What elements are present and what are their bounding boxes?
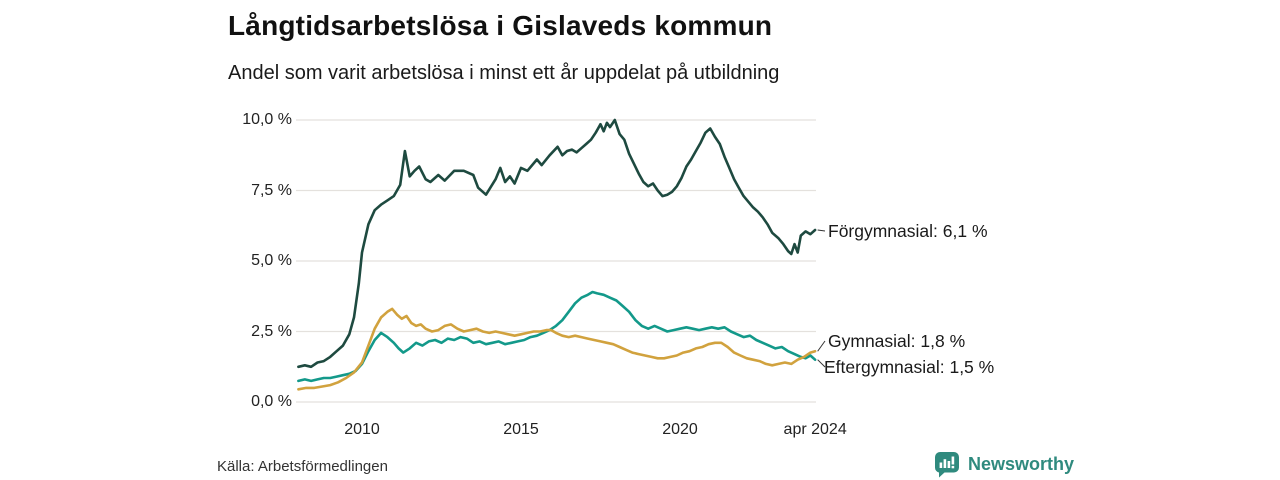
label-leader-line	[817, 340, 826, 352]
x-axis-tick-label: 2010	[344, 421, 380, 438]
x-axis-tick-label: apr 2024	[783, 421, 847, 438]
series-line-gymnasial	[297, 307, 817, 391]
series-line-frgymnasial	[297, 118, 817, 369]
x-axis-tick-label: 2015	[503, 421, 539, 438]
y-axis-tick-label: 10,0 %	[242, 111, 292, 128]
y-axis-tick-label: 7,5 %	[251, 181, 292, 199]
label-leader-line	[817, 359, 826, 368]
series-label-eftergymnasial: Eftergymnasial: 1,5 %	[824, 357, 995, 377]
y-axis-tick-label: 0,0 %	[251, 393, 292, 410]
y-axis-tick-label: 5,0 %	[251, 252, 292, 269]
y-axis-tick-label: 2,5 %	[251, 322, 292, 340]
chart-subtitle: Andel som varit arbetslösa i minst ett å…	[228, 62, 780, 84]
newsworthy-bar-chart-bubble-icon	[935, 452, 959, 478]
page-title: Långtidsarbetslösa i Gislaveds kommun	[228, 10, 773, 41]
series-label-gymnasial: Gymnasial: 1,8 %	[828, 331, 966, 351]
series-line-eftergymnasial	[297, 290, 817, 383]
label-leader-line	[817, 229, 826, 232]
source-note: Källa: Arbetsförmedlingen	[217, 458, 388, 475]
brand-name: Newsworthy	[968, 454, 1075, 474]
series-label-forgymnasial: Förgymnasial: 6,1 %	[828, 221, 988, 241]
x-axis-tick-label: 2020	[662, 421, 698, 438]
newsworthy-logo[interactable]: Newsworthy	[934, 451, 1074, 478]
